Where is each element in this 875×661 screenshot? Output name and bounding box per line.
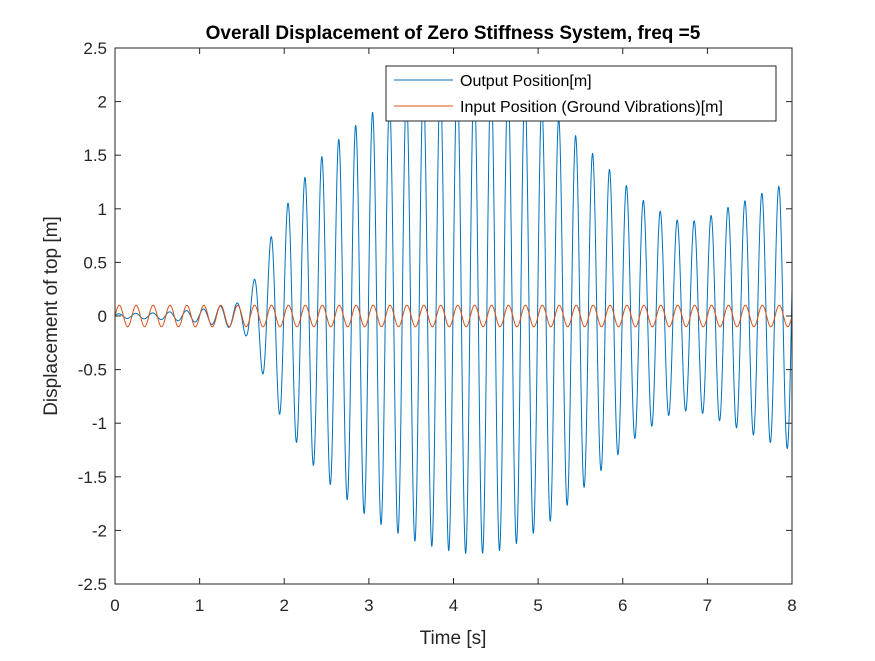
x-tick-label: 3 <box>364 596 373 615</box>
y-tick-label: 2 <box>98 93 107 112</box>
legend-box <box>385 65 777 122</box>
x-tick-label: 8 <box>787 596 796 615</box>
y-tick-label: -1.5 <box>78 468 107 487</box>
x-axis-label: Time [s] <box>420 628 487 649</box>
series-layer <box>114 77 793 554</box>
tick-layer: 0 1 2 3 4 5 6 7 8 -2.5 -2 -1.5 -1 -0.5 0 0.5 1 1.5 2 2.5 <box>78 39 797 615</box>
y-tick-label: -0.5 <box>78 361 107 380</box>
series-output-position <box>114 77 793 554</box>
chart-title: Overall Displacement of Zero Stiffness S… <box>206 23 701 44</box>
series-input-position <box>114 304 793 328</box>
y-axis-label: Displacement of top [m] <box>41 216 62 416</box>
x-tick-label: 5 <box>533 596 542 615</box>
y-tick-label: 1.5 <box>83 146 107 165</box>
y-tick-label: 1 <box>98 200 107 219</box>
y-tick-label: 0 <box>98 307 107 326</box>
x-tick-label: 7 <box>703 596 712 615</box>
x-tick-label: 0 <box>110 596 119 615</box>
x-tick-label: 2 <box>280 596 289 615</box>
y-tick-label: 2.5 <box>83 39 107 58</box>
legend-label-output: Output Position[m] <box>460 73 592 90</box>
legend[interactable]: Output Position[m] Input Position (Groun… <box>385 65 777 122</box>
legend-label-input: Input Position (Ground Vibrations)[m] <box>460 99 723 116</box>
y-tick-label: -2 <box>92 521 107 540</box>
x-tick-label: 6 <box>618 596 627 615</box>
x-tick-label: 4 <box>449 596 458 615</box>
y-tick-label: 0.5 <box>83 253 107 272</box>
x-tick-label: 1 <box>195 596 204 615</box>
y-tick-label: -2.5 <box>78 575 107 594</box>
y-tick-label: -1 <box>92 414 107 433</box>
